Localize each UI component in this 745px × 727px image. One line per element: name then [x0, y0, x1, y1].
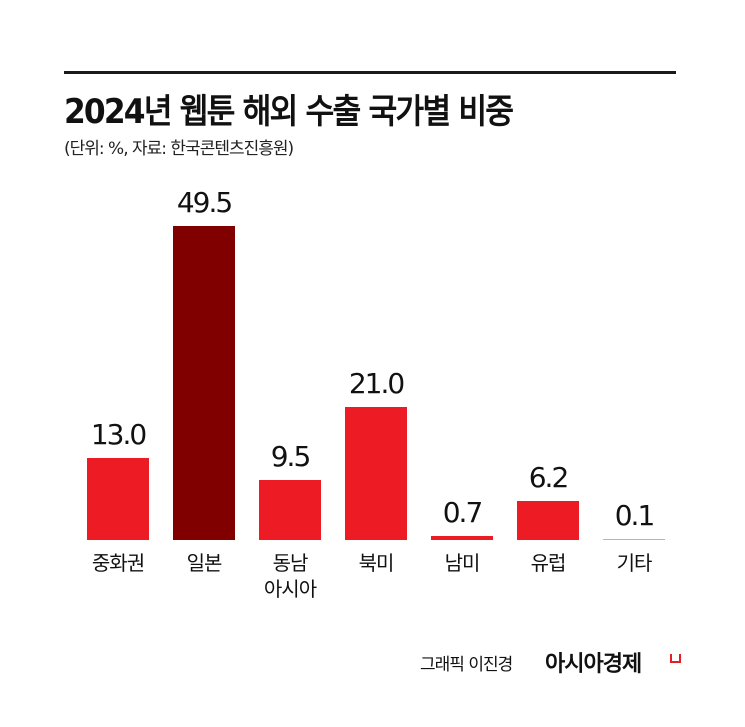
category-label: 중화권 — [91, 551, 145, 575]
chart-subtitle: (단위: %, 자료: 한국콘텐츠진흥원) — [64, 139, 294, 159]
category-label: 동남 아시아 — [263, 551, 317, 601]
bar-value-label: 0.1 — [614, 499, 656, 532]
bar — [259, 480, 321, 540]
bar — [173, 226, 235, 540]
bar — [603, 539, 665, 540]
category-label: 남미 — [444, 551, 481, 575]
category-label: 북미 — [358, 551, 395, 575]
category-label: 일본 — [186, 551, 223, 575]
bar-value-label: 49.5 — [176, 186, 233, 219]
bar — [431, 536, 493, 540]
bar — [517, 501, 579, 540]
graphic-credit: 그래픽 이진경 — [420, 655, 513, 675]
bar — [87, 458, 149, 540]
bar-value-label: 21.0 — [348, 367, 405, 400]
category-label: 기타 — [616, 551, 653, 575]
chart-title: 2024년 웹툰 해외 수출 국가별 비중 — [64, 92, 514, 132]
bar-value-label: 6.2 — [528, 461, 570, 494]
brand-mark-icon — [670, 654, 681, 663]
brand-logo-text: 아시아경제 — [545, 652, 642, 677]
bar-value-label: 0.7 — [442, 496, 484, 529]
top-rule — [64, 71, 676, 74]
bar-value-label: 9.5 — [270, 440, 312, 473]
category-label: 유럽 — [530, 551, 567, 575]
bar-value-label: 13.0 — [90, 418, 147, 451]
bar — [345, 407, 407, 540]
